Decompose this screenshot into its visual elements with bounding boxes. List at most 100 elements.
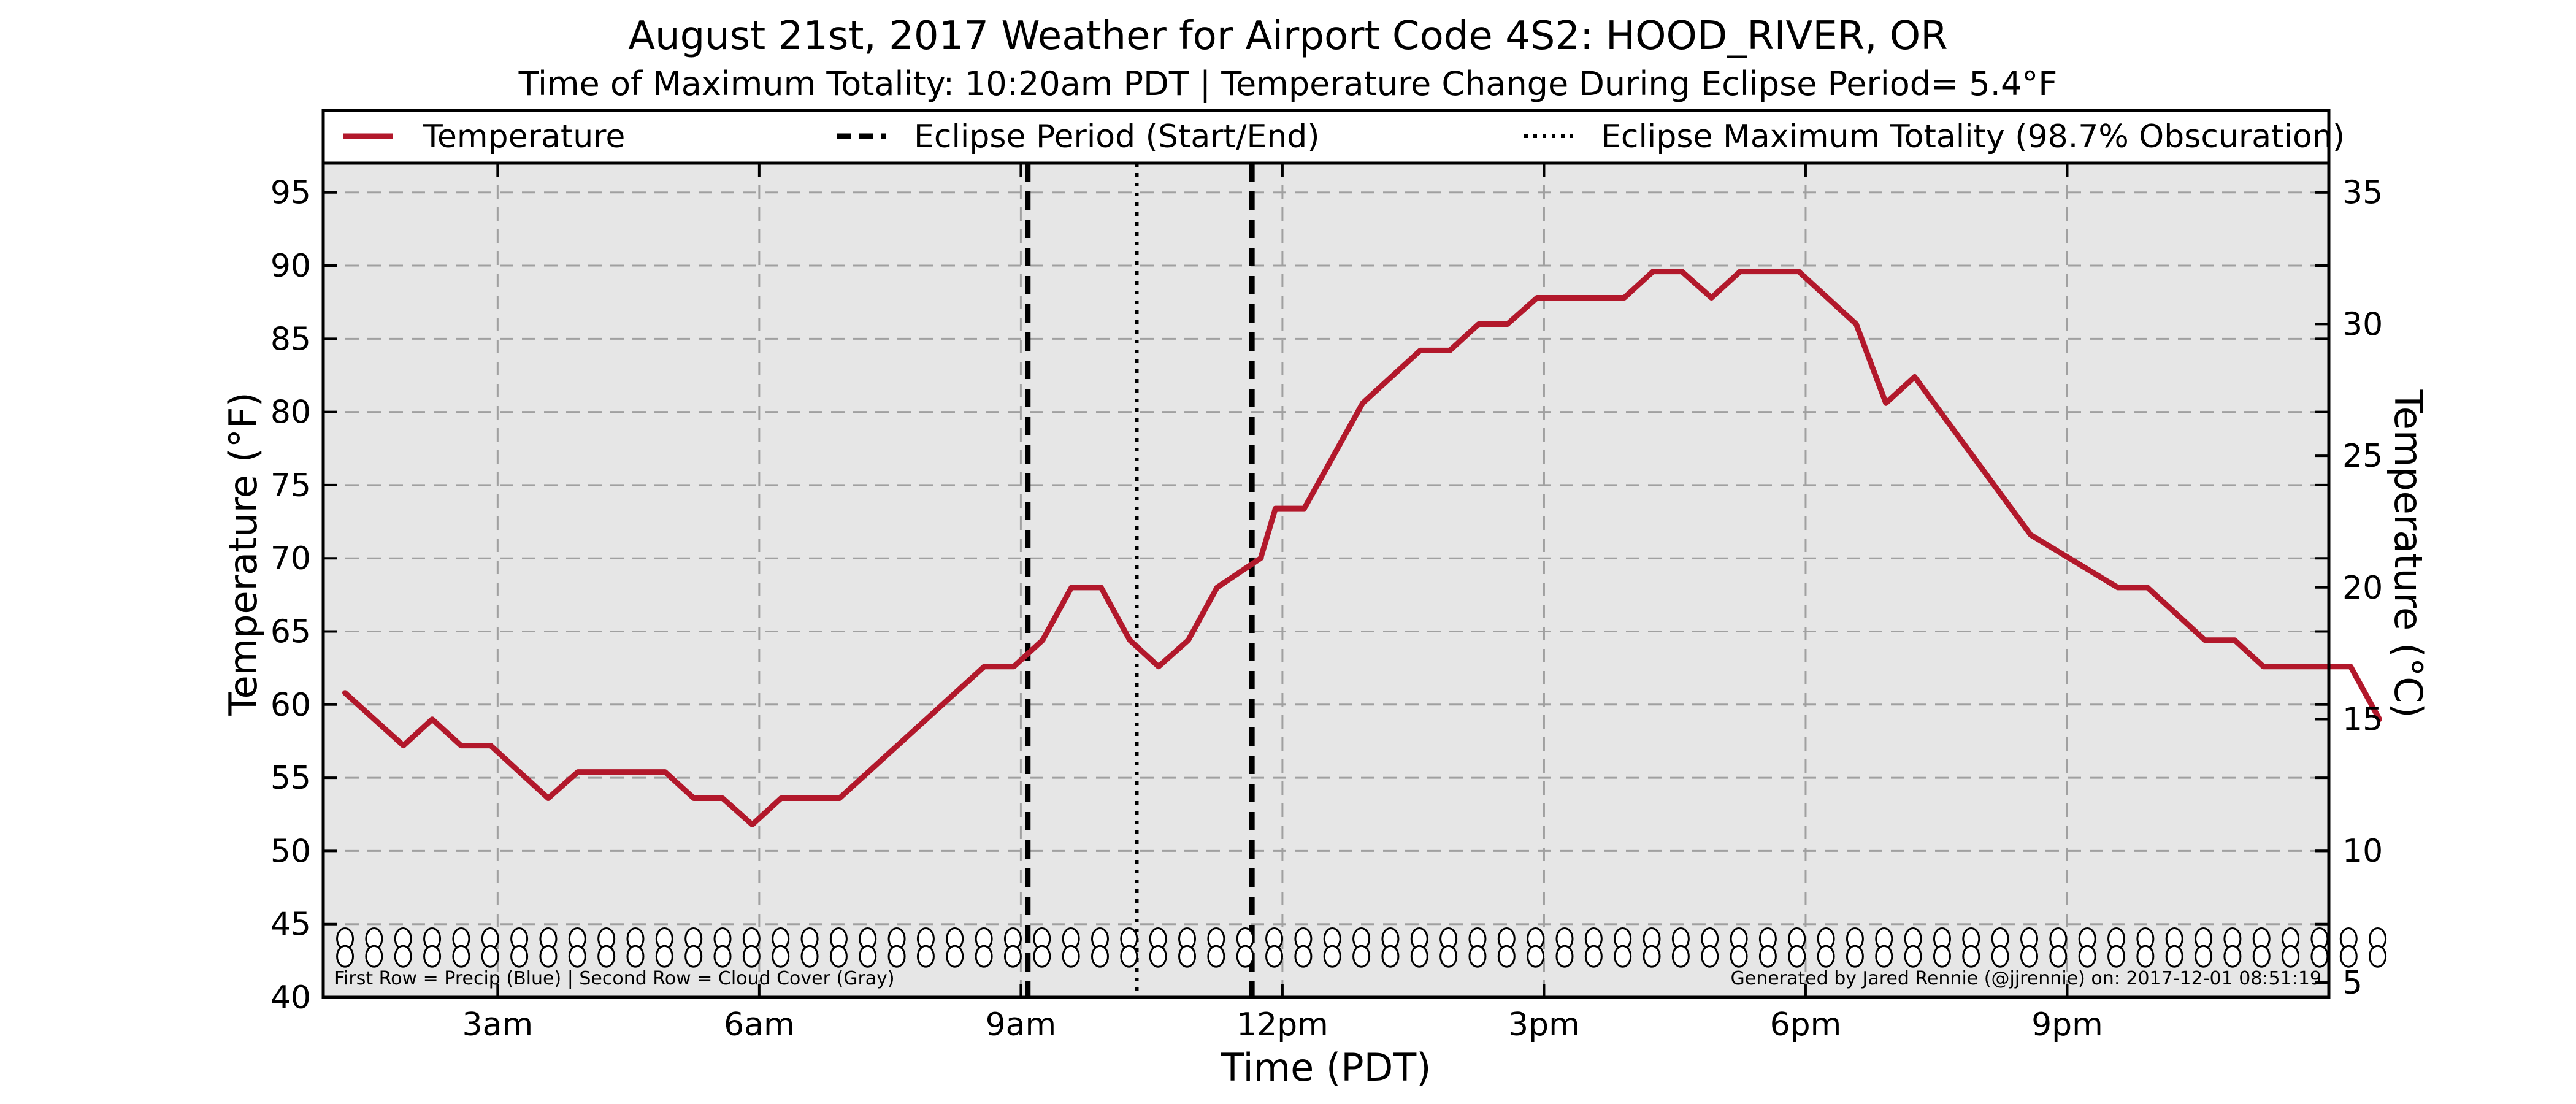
cloud-cover-marker bbox=[1555, 945, 1574, 968]
y-axis-label: Temperature (°F) bbox=[221, 392, 266, 716]
legend-label: Temperature bbox=[423, 118, 625, 155]
cloud-cover-marker bbox=[2195, 945, 2213, 968]
cloud-cover-marker bbox=[2369, 945, 2387, 968]
y-tick-label: 90 bbox=[270, 248, 311, 285]
cloud-cover-marker bbox=[1904, 945, 1922, 968]
marker-rows bbox=[336, 927, 2387, 968]
plot-area bbox=[323, 163, 2329, 997]
credit-text: Generated by Jared Rennie (@jjrennie) on… bbox=[1731, 968, 2321, 989]
cloud-cover-marker bbox=[336, 945, 355, 968]
legend-label: Eclipse Maximum Totality (98.7% Obscurat… bbox=[1601, 118, 2345, 155]
cloud-cover-marker bbox=[2136, 945, 2155, 968]
y-tick-label: 55 bbox=[270, 760, 311, 797]
cloud-cover-marker bbox=[1003, 945, 1022, 968]
cloud-cover-marker bbox=[1265, 945, 1284, 968]
y-tick-label: 70 bbox=[270, 540, 311, 577]
legend-label: Eclipse Period (Start/End) bbox=[914, 118, 1320, 155]
chart-subtitle: Time of Maximum Totality: 10:20am PDT | … bbox=[518, 64, 2058, 103]
cloud-cover-marker bbox=[800, 945, 819, 968]
y2-tick-label: 30 bbox=[2342, 306, 2383, 343]
y2-tick-label: 20 bbox=[2342, 570, 2383, 607]
cloud-cover-marker bbox=[859, 945, 877, 968]
cloud-cover-marker bbox=[829, 945, 848, 968]
cloud-cover-marker bbox=[1468, 945, 1487, 968]
cloud-cover-marker bbox=[887, 945, 906, 968]
cloud-cover-marker bbox=[539, 945, 558, 968]
cloud-cover-marker bbox=[916, 945, 935, 968]
cloud-cover-marker bbox=[1671, 945, 1690, 968]
cloud-cover-marker bbox=[1875, 945, 1893, 968]
y2-axis-label: Temperature (°C) bbox=[2386, 389, 2431, 718]
series-lines bbox=[342, 269, 2382, 827]
y-tick-label: 65 bbox=[270, 614, 311, 651]
cloud-cover-marker bbox=[1207, 945, 1225, 968]
plot-frame bbox=[321, 109, 2331, 999]
cloud-cover-marker bbox=[1788, 945, 1806, 968]
cloud-cover-marker bbox=[1962, 945, 1980, 968]
cloud-cover-marker bbox=[1062, 945, 1080, 968]
cloud-cover-marker bbox=[1846, 945, 1864, 968]
cloud-cover-marker bbox=[1933, 945, 1951, 968]
cloud-cover-marker bbox=[1033, 945, 1051, 968]
cloud-cover-marker bbox=[1817, 945, 1835, 968]
chart-title: August 21st, 2017 Weather for Airport Co… bbox=[628, 13, 1948, 59]
cloud-cover-marker bbox=[655, 945, 673, 968]
y-tick-label: 40 bbox=[270, 979, 311, 1016]
x-axis: 3am 6am 9am 12pm 3pm 6pm 9pm bbox=[462, 163, 2103, 1043]
cloud-cover-marker bbox=[2339, 945, 2358, 968]
cloud-cover-marker bbox=[1149, 945, 1167, 968]
cloud-cover-marker bbox=[1991, 945, 2009, 968]
y-tick-label: 60 bbox=[270, 687, 311, 724]
cloud-cover-marker bbox=[2252, 945, 2271, 968]
cloud-cover-marker bbox=[1643, 945, 1661, 968]
x-tick-label: 3pm bbox=[1508, 1006, 1580, 1043]
y2-tick-label: 15 bbox=[2342, 702, 2383, 738]
cloud-cover-marker bbox=[1439, 945, 1458, 968]
cloud-cover-marker bbox=[742, 945, 761, 968]
cloud-cover-marker bbox=[394, 945, 412, 968]
cloud-cover-marker bbox=[2020, 945, 2038, 968]
y-tick-label: 95 bbox=[270, 175, 311, 212]
y-tick-label: 85 bbox=[270, 321, 311, 358]
cloud-cover-marker bbox=[975, 945, 993, 968]
cloud-cover-marker bbox=[2107, 945, 2126, 968]
cloud-cover-marker bbox=[772, 945, 790, 968]
y-tick-label: 45 bbox=[270, 907, 311, 943]
x-axis-label: Time (PDT) bbox=[1221, 1045, 1432, 1090]
x-tick-label: 6pm bbox=[1770, 1006, 1842, 1043]
cloud-cover-marker bbox=[1497, 945, 1516, 968]
grid-lines bbox=[323, 163, 2329, 997]
cloud-cover-marker bbox=[1758, 945, 1777, 968]
x-tick-label: 12pm bbox=[1236, 1006, 1328, 1043]
cloud-cover-marker bbox=[1120, 945, 1138, 968]
cloud-cover-marker bbox=[2049, 945, 2068, 968]
cloud-cover-marker bbox=[1294, 945, 1313, 968]
temperature-line bbox=[342, 269, 2382, 827]
cloud-cover-marker bbox=[481, 945, 499, 968]
y-tick-label: 75 bbox=[270, 467, 311, 504]
cloud-cover-marker bbox=[1381, 945, 1400, 968]
cloud-cover-marker bbox=[597, 945, 616, 968]
cloud-cover-marker bbox=[2282, 945, 2300, 968]
y2-tick-label: 35 bbox=[2342, 175, 2383, 212]
x-tick-label: 3am bbox=[462, 1006, 534, 1043]
y2-tick-label: 5 bbox=[2342, 965, 2363, 1002]
cloud-cover-marker bbox=[2310, 945, 2329, 968]
cloud-cover-marker bbox=[1527, 945, 1545, 968]
cloud-cover-marker bbox=[2165, 945, 2183, 968]
eclipse-lines bbox=[1025, 163, 1255, 997]
cloud-cover-marker bbox=[365, 945, 383, 968]
cloud-cover-marker bbox=[510, 945, 529, 968]
y-tick-label: 50 bbox=[270, 833, 311, 870]
cloud-cover-marker bbox=[452, 945, 470, 968]
cloud-cover-marker bbox=[626, 945, 645, 968]
y2-tick-label: 25 bbox=[2342, 438, 2383, 475]
cloud-cover-marker bbox=[1730, 945, 1748, 968]
marker-rows-caption: First Row = Precip (Blue) | Second Row =… bbox=[334, 968, 895, 989]
y-axis-left: 40 45 50 55 60 65 70 75 80 85 90 95 bbox=[270, 175, 2329, 1016]
cloud-cover-marker bbox=[1091, 945, 1109, 968]
x-tick-label: 9am bbox=[986, 1006, 1057, 1043]
cloud-cover-marker bbox=[1701, 945, 1719, 968]
x-tick-label: 9pm bbox=[2031, 1006, 2103, 1043]
y-tick-label: 80 bbox=[270, 394, 311, 431]
